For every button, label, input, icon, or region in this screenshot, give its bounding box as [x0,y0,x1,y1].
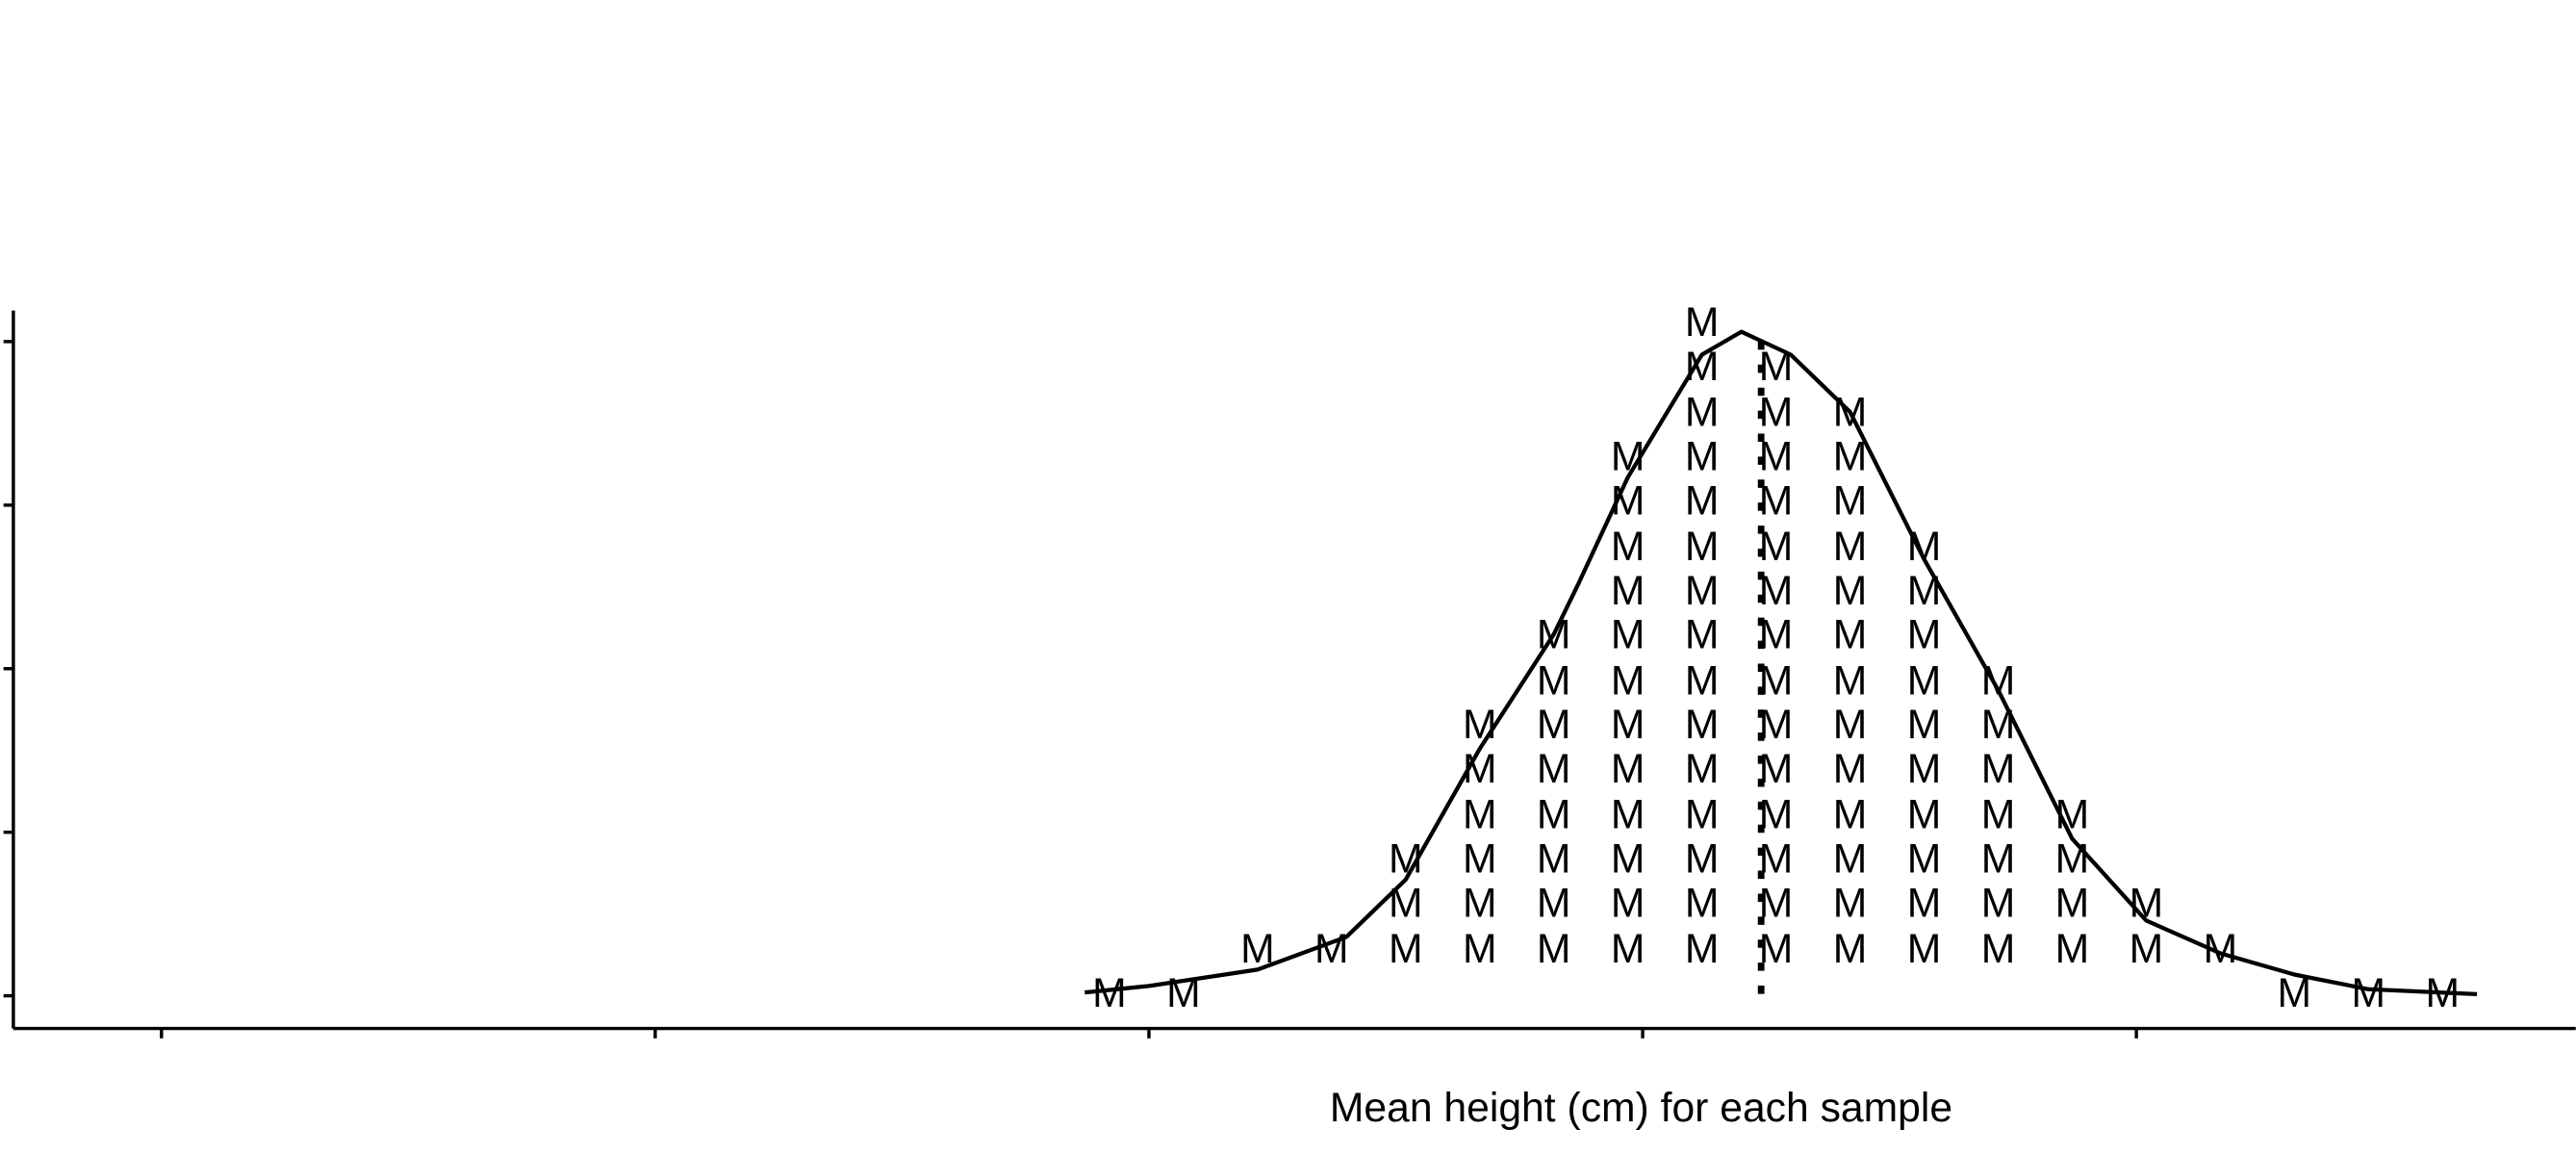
marker: M [1907,612,1942,658]
x-axis-label: Mean height (cm) for each sample [1330,1085,1952,1131]
marker: M [1907,657,1942,704]
marker: M [1685,434,1720,480]
marker: M [1685,612,1720,658]
marker: M [1611,926,1645,972]
marker: M [1759,344,1794,390]
marker: M [1611,657,1645,704]
marker: M [1685,299,1720,346]
marker: M [1389,926,1423,972]
marker: M [1759,568,1794,614]
marker: M [1537,792,1571,838]
marker: M [1833,836,1868,883]
marker: M [1685,702,1720,748]
marker: M [1685,524,1720,570]
marker: M [2130,926,2164,972]
marker: M [1759,746,1794,792]
marker: M [1611,746,1645,792]
marker: M [1759,880,1794,926]
marker: M [1907,836,1942,883]
marker: M [1981,836,2016,883]
marker: M [1759,524,1794,570]
marker: M [1537,657,1571,704]
marker: M [2055,926,2090,972]
marker: M [1685,390,1720,436]
marker: M [1611,836,1645,883]
marker: M [1685,657,1720,704]
marker: M [1759,836,1794,883]
marker: M [1685,926,1720,972]
density-curve [1084,329,2478,997]
marker: M [1833,568,1868,614]
marker: M [1833,926,1868,972]
marker: M [1833,434,1868,480]
marker: M [1981,926,2016,972]
marker: M [1833,746,1868,792]
marker: M [1685,477,1720,524]
marker: M [1907,568,1942,614]
marker: M [1611,524,1645,570]
marker: M [1463,702,1497,748]
marker: M [1759,477,1794,524]
marker: M [1389,880,1423,926]
marker: M [1537,880,1571,926]
marker: M [1759,792,1794,838]
marker: M [1759,390,1794,436]
marker: M [1759,926,1794,972]
marker: M [1833,612,1868,658]
marker: M [1833,880,1868,926]
marker: M [1611,702,1645,748]
marker: M [1537,926,1571,972]
marker: M [1685,344,1720,390]
marker: M [2055,880,2090,926]
marker: M [1981,880,2016,926]
marker: M [1685,880,1720,926]
marker: M [1685,746,1720,792]
marker: M [1981,702,2016,748]
marker: M [1685,836,1720,883]
marker: M [1685,792,1720,838]
marker: M [1537,702,1571,748]
marker: M [1611,880,1645,926]
marker: M [1907,926,1942,972]
marker: M [1907,702,1942,748]
marker: M [1463,836,1497,883]
marker: M [2351,970,2385,1016]
marker: M [1463,880,1497,926]
marker: M [1981,746,2016,792]
marker: M [1759,702,1794,748]
marker: M [1537,746,1571,792]
marker: M [1907,880,1942,926]
marker: M [1907,746,1942,792]
marker: M [1611,612,1645,658]
marker: M [2055,836,2090,883]
marker: M [1463,926,1497,972]
marker: M [1314,926,1349,972]
marker: M [1537,836,1571,883]
marker: M [1685,568,1720,614]
marker: M [1611,568,1645,614]
marker: M [1981,657,2016,704]
marker: M [1833,524,1868,570]
marker: M [1833,792,1868,838]
marker: M [1833,702,1868,748]
marker: M [1759,434,1794,480]
marker: M [1759,657,1794,704]
marker: M [1833,657,1868,704]
marker: M [1611,792,1645,838]
marker: M [1981,792,2016,838]
marker: M [1463,792,1497,838]
marker: M [1759,612,1794,658]
marker: M [1833,477,1868,524]
marker: M [1907,792,1942,838]
